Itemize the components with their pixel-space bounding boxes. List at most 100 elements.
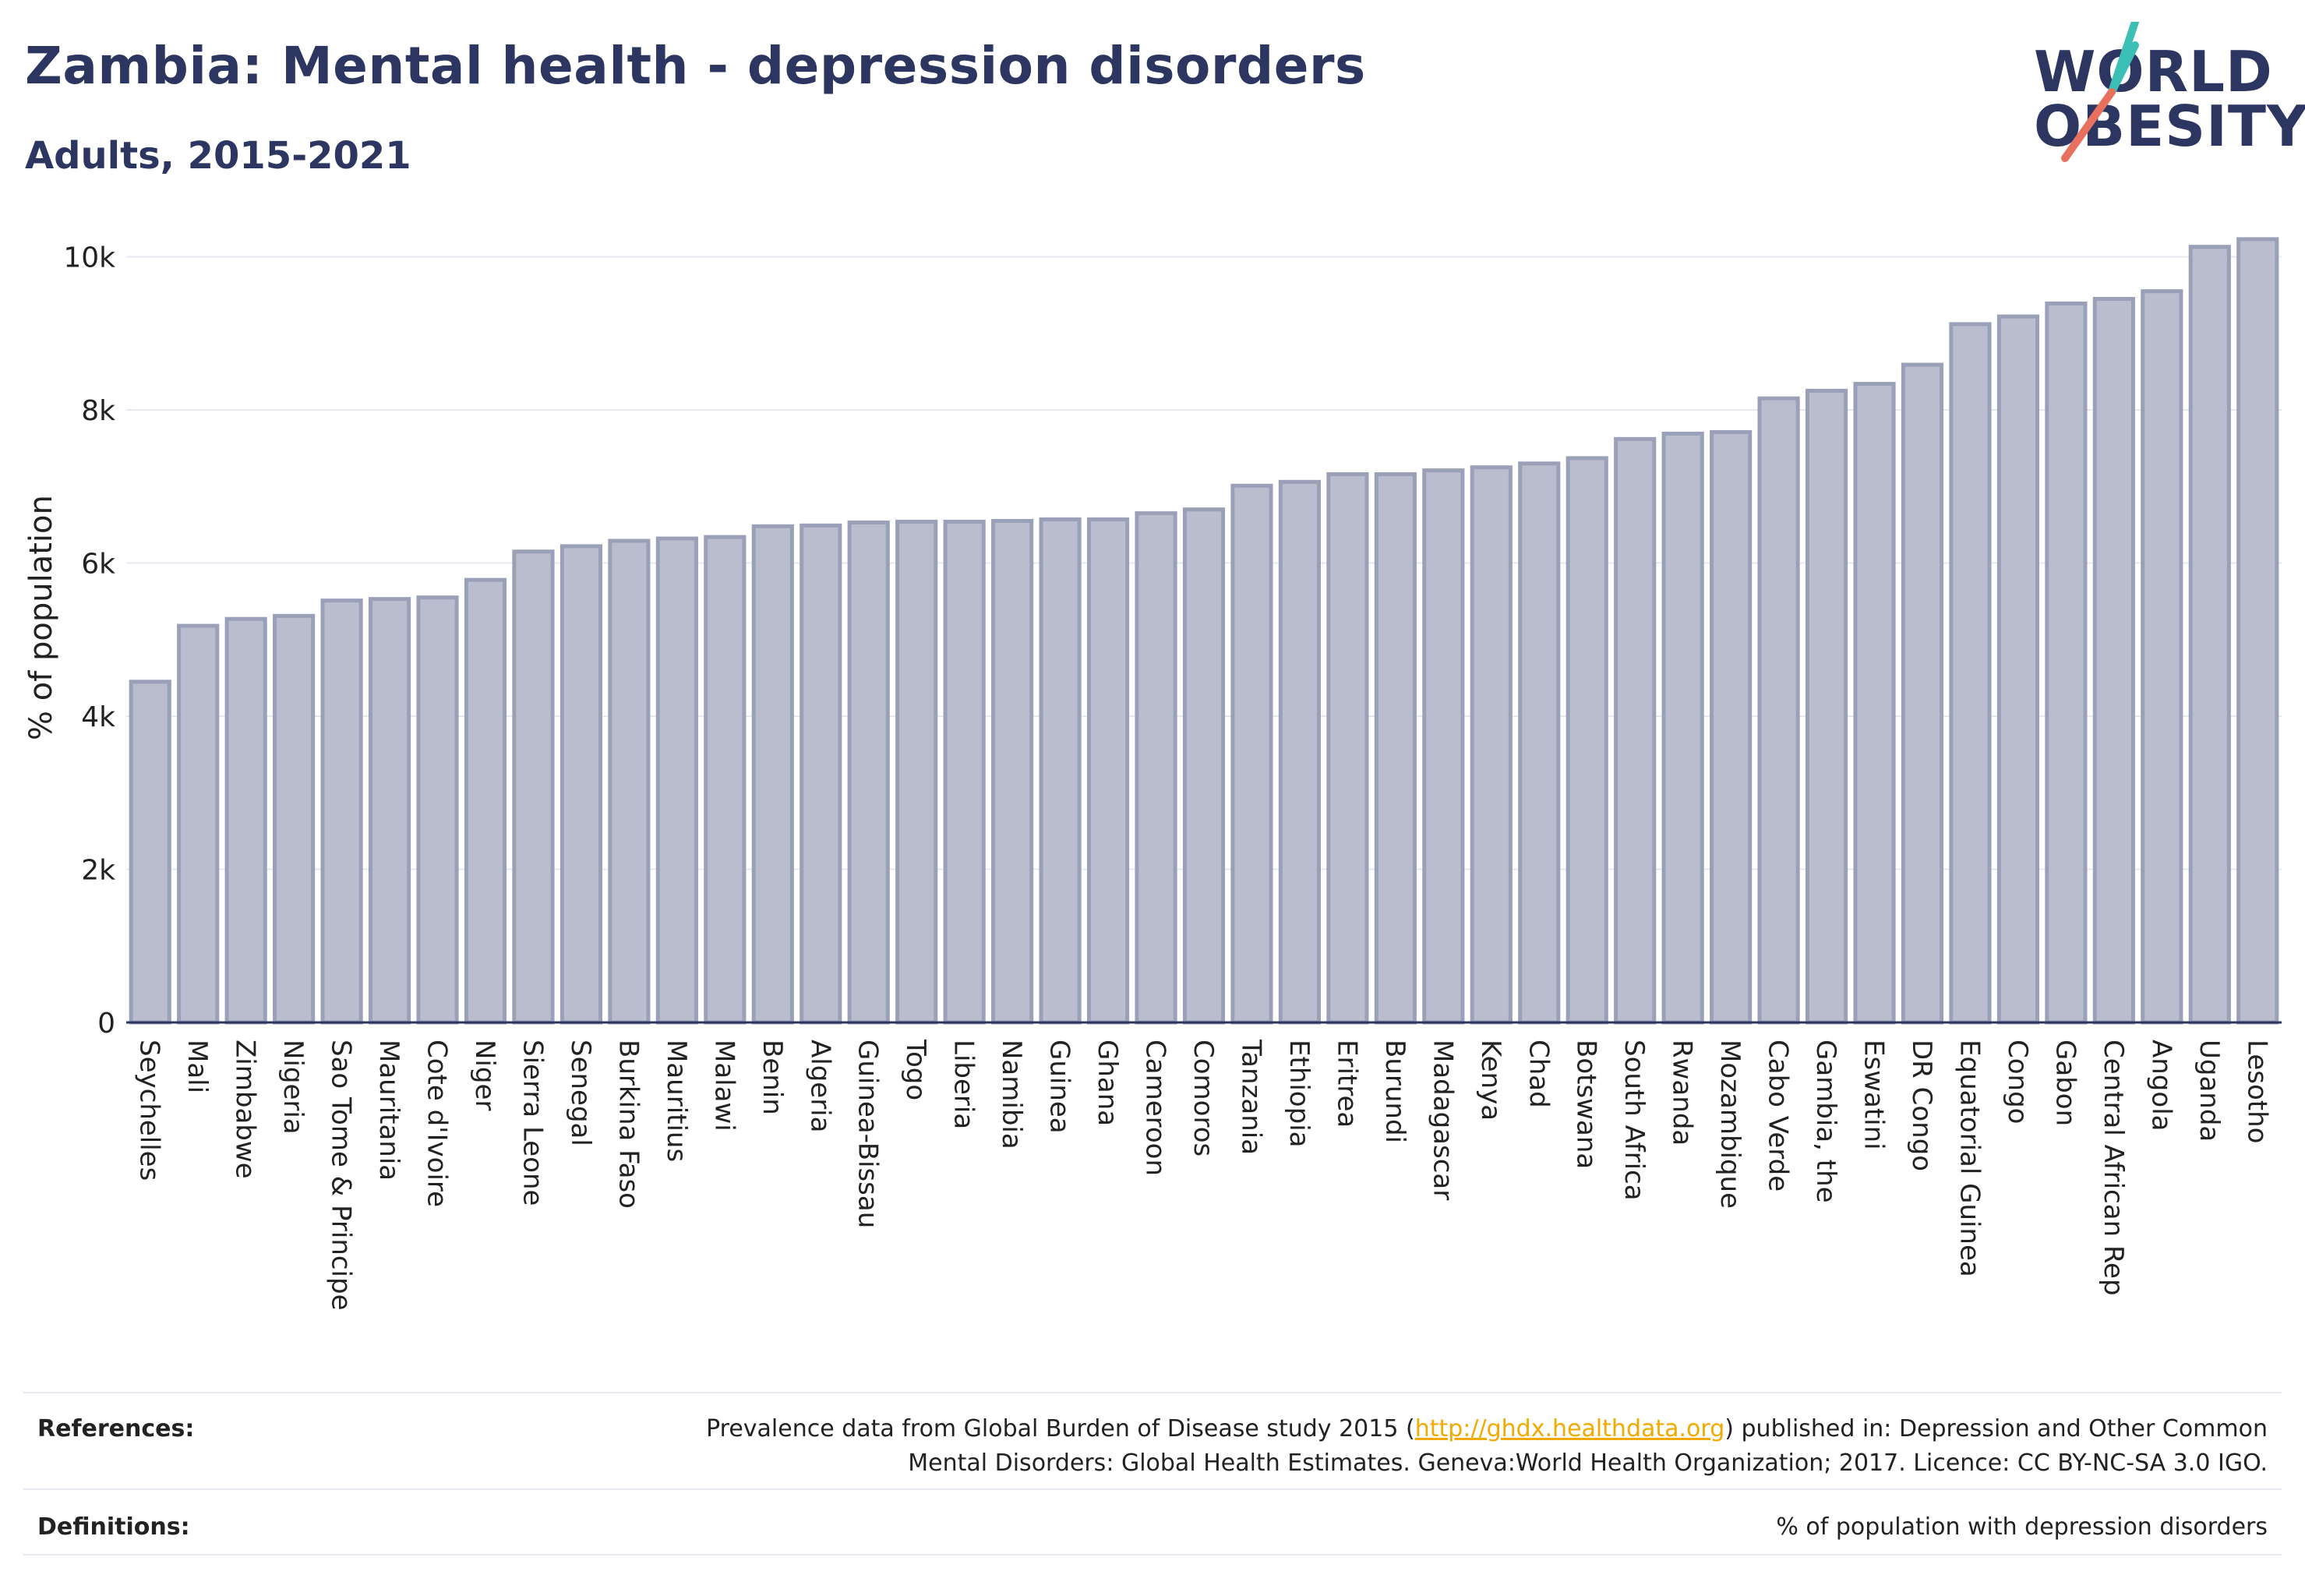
x-tick-label: Congo xyxy=(2002,1040,2033,1124)
bar xyxy=(1949,322,1992,1025)
x-tick-label: Eswatini xyxy=(1858,1040,1890,1150)
bar xyxy=(895,519,938,1025)
x-tick-label: DR Congo xyxy=(1906,1040,1937,1171)
bar xyxy=(320,598,363,1025)
x-tick-label: Ghana xyxy=(1092,1040,1123,1126)
bar xyxy=(1135,511,1177,1025)
x-tick-label: Mozambique xyxy=(1714,1040,1746,1209)
x-tick-label: Senegal xyxy=(565,1040,596,1146)
bar xyxy=(1757,396,1800,1025)
x-tick-label: Cote d'Ivoire xyxy=(422,1040,453,1207)
x-tick-label: Sao Tome & Principe xyxy=(326,1040,357,1311)
x-tick-label: Mauritius xyxy=(661,1040,692,1162)
references-line2: Mental Disorders: Global Health Estimate… xyxy=(908,1449,2268,1477)
y-tick-label: 0 xyxy=(97,1008,115,1040)
bar xyxy=(1039,517,1082,1025)
bar xyxy=(800,523,842,1025)
bar xyxy=(1996,314,2040,1025)
x-tick-label: Nigeria xyxy=(277,1040,309,1135)
y-axis-label: % of population xyxy=(23,495,59,740)
bar xyxy=(1278,479,1322,1025)
x-tick-label: Guinea xyxy=(1044,1040,1075,1134)
x-tick-label: Guinea-Bissau xyxy=(852,1040,884,1228)
bar xyxy=(608,538,651,1025)
y-tick-label: 4k xyxy=(81,701,115,733)
bar-chart: 0 2k 4k 6k 8k 10k Seychelles Mali Zimbabwe Nigeri… xyxy=(63,237,2282,1311)
bar xyxy=(512,549,555,1025)
bar xyxy=(2141,289,2183,1025)
logo-slash-icon xyxy=(2061,22,2139,162)
x-tick-label: Liberia xyxy=(948,1040,980,1129)
logo-word-world: WORLD xyxy=(2034,39,2273,104)
x-tick-label: Gabon xyxy=(2049,1040,2081,1126)
x-tick-label: Madagascar xyxy=(1427,1040,1458,1200)
bar xyxy=(2092,297,2135,1025)
bar xyxy=(177,623,220,1025)
x-tick-label: Chad xyxy=(1523,1040,1554,1108)
bar xyxy=(1422,468,1465,1025)
y-tick-label: 6k xyxy=(81,548,115,580)
x-tick-label: Niger xyxy=(469,1040,500,1110)
x-tick-label: Togo xyxy=(900,1039,931,1100)
x-tick-label: Benin xyxy=(757,1040,788,1115)
footer-divider-middle xyxy=(23,1488,2282,1490)
x-tick-label: Cameroon xyxy=(1140,1040,1171,1176)
bar xyxy=(224,616,267,1025)
x-tick-label: Zimbabwe xyxy=(230,1040,261,1179)
x-tick-label: Burundi xyxy=(1379,1040,1410,1143)
bar xyxy=(1086,517,1130,1025)
bar xyxy=(991,518,1034,1025)
x-tick-label: Cabo Verde xyxy=(1763,1040,1794,1192)
bar xyxy=(2045,301,2088,1025)
bar xyxy=(368,597,411,1025)
references-label: References: xyxy=(37,1415,195,1442)
bar xyxy=(655,536,698,1025)
bar xyxy=(1565,456,1608,1025)
x-tick-label: Uganda xyxy=(2194,1040,2225,1142)
x-tick-label: Algeria xyxy=(804,1040,835,1132)
definitions-label: Definitions: xyxy=(37,1513,190,1541)
bar xyxy=(2236,237,2279,1025)
y-tick-label: 2k xyxy=(81,854,115,886)
x-tick-label: Mauritania xyxy=(373,1040,404,1181)
footer-divider-top xyxy=(23,1392,2282,1393)
bar xyxy=(2188,245,2231,1025)
references-link[interactable]: http://ghdx.healthdata.org xyxy=(1414,1415,1725,1442)
bar xyxy=(129,680,171,1025)
x-tick-label: Lesotho xyxy=(2241,1040,2272,1143)
bar xyxy=(1326,472,1369,1025)
bar xyxy=(1374,472,1417,1025)
footer-divider-bottom xyxy=(23,1554,2282,1555)
references-pre: Prevalence data from Global Burden of Di… xyxy=(706,1415,1415,1442)
bar xyxy=(1853,382,1896,1025)
x-tick-label: Tanzania xyxy=(1235,1039,1266,1155)
x-tick-label: Angola xyxy=(2145,1040,2176,1131)
x-tick-label: Kenya xyxy=(1475,1040,1506,1121)
bar xyxy=(1710,429,1753,1025)
x-tick-label: South Africa xyxy=(1618,1040,1650,1201)
x-tick-label: Ethiopia xyxy=(1283,1040,1315,1147)
references-post: ) published in: Depression and Other Com… xyxy=(1724,1415,2268,1442)
x-tick-label: Equatorial Guinea xyxy=(1954,1040,1985,1277)
logo-word-obesity: OBESITY xyxy=(2034,94,2305,159)
bar xyxy=(559,544,603,1025)
bar xyxy=(273,613,316,1025)
chart-subtitle: Adults, 2015-2021 xyxy=(25,134,411,178)
references-text: Prevalence data from Global Burden of Di… xyxy=(631,1412,2268,1481)
bar xyxy=(751,524,794,1025)
x-tick-label: Botswana xyxy=(1571,1040,1602,1169)
bar xyxy=(1614,436,1657,1025)
bar xyxy=(1805,388,1848,1025)
bar xyxy=(943,519,986,1025)
x-tick-label: Namibia xyxy=(996,1040,1027,1149)
x-tick-label: Rwanda xyxy=(1667,1040,1698,1146)
bar xyxy=(464,577,507,1025)
x-tick-label: Mali xyxy=(182,1040,213,1093)
y-tick-label: 8k xyxy=(81,395,115,427)
x-tick-label: Eritrea xyxy=(1331,1040,1362,1128)
bar xyxy=(1182,507,1226,1025)
chart-title: Zambia: Mental health - depression disor… xyxy=(25,36,1366,96)
bar xyxy=(416,595,459,1025)
bar xyxy=(847,520,890,1025)
definitions-text: % of population with depression disorder… xyxy=(1776,1513,2268,1541)
